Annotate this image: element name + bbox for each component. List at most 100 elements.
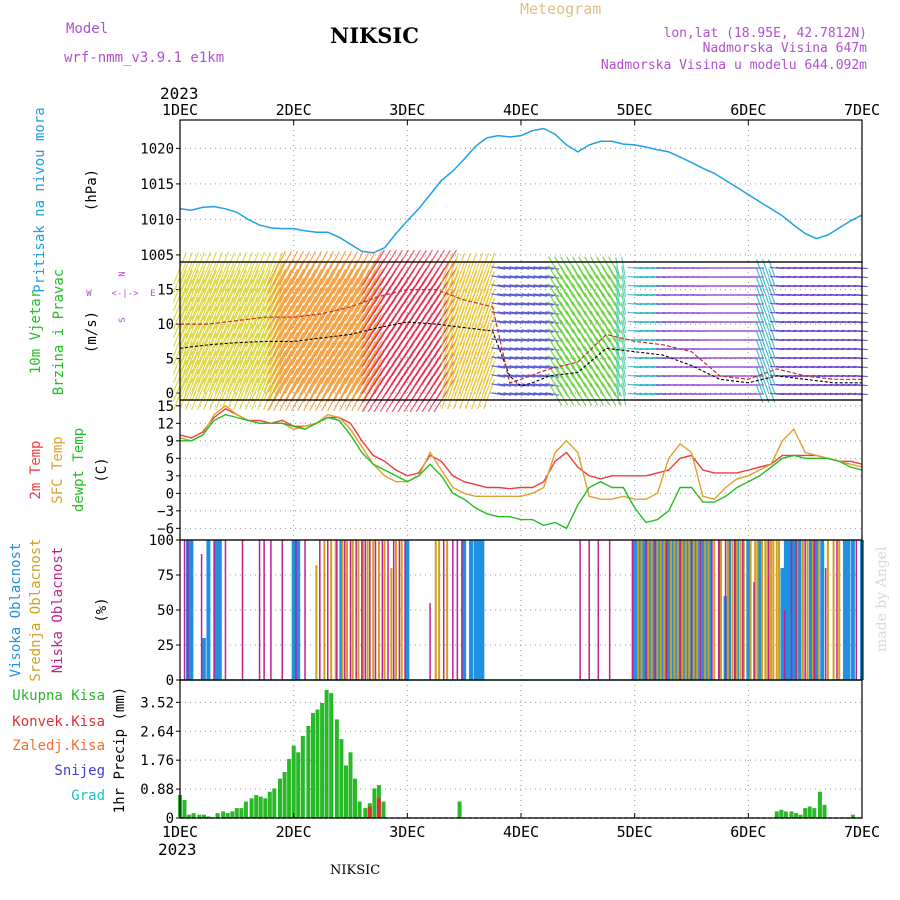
wind-barb (339, 295, 358, 331)
wind-barb (273, 277, 292, 313)
wind-barb (267, 304, 286, 340)
wind-barb (221, 350, 235, 384)
wind-barb (239, 368, 253, 402)
y-tick-label: 6 (166, 451, 174, 467)
wind-barb (447, 297, 460, 329)
wind-barb (339, 250, 358, 286)
y-tick-label: 1.76 (140, 753, 174, 769)
wind-barb (239, 323, 253, 357)
wind-barb (548, 310, 563, 334)
wind-barb (209, 251, 223, 285)
wind-barb (497, 383, 512, 387)
wind-barb (441, 279, 454, 311)
y-tick-label: 25 (157, 638, 174, 654)
wind-barb (762, 349, 770, 367)
wind-barb (441, 324, 454, 356)
wind-barb (239, 305, 253, 339)
wind-barb (509, 302, 524, 306)
wind-barb (554, 310, 569, 334)
wind-barb (509, 374, 524, 378)
wind-barb (515, 383, 530, 387)
wind-barb (459, 288, 472, 320)
wind-barb (453, 261, 466, 293)
wind-barb (215, 377, 229, 411)
wind-barb (596, 355, 611, 379)
wind-barb (459, 351, 472, 383)
wind-barb (756, 367, 764, 385)
precip-bar (187, 814, 192, 818)
wind-barb (215, 260, 229, 294)
wind-barb (515, 320, 530, 324)
wind-barb (209, 260, 223, 294)
wind-barb (560, 292, 575, 316)
wind-barb (560, 337, 575, 361)
wind-barb (251, 377, 265, 411)
wind-barb (415, 249, 439, 287)
wind-barb (471, 360, 484, 392)
wind-barb (351, 295, 370, 331)
wind-barb (560, 328, 575, 352)
wind-barb (497, 293, 512, 297)
precip-bar (372, 788, 377, 818)
wind-barb (477, 279, 490, 311)
wind-barb (566, 364, 581, 388)
wind-barb (459, 252, 472, 284)
wind-barb (303, 313, 322, 349)
wind-barb (327, 304, 346, 340)
wind-barb (321, 367, 340, 403)
wind-barb (548, 301, 563, 325)
wind-barb (527, 302, 542, 306)
wind-barb (491, 365, 506, 369)
wind-barb (245, 296, 259, 330)
compass-arrows: <-|-> (111, 289, 139, 299)
wind-barb (185, 332, 199, 366)
wind-barb (257, 269, 271, 303)
wind-barb (245, 323, 259, 357)
precip-bar (324, 689, 329, 818)
wind-barb (596, 328, 611, 352)
wind-barb (590, 283, 605, 307)
wind-barb (345, 268, 364, 304)
wind-barb (521, 284, 536, 288)
temp-line-dewpt-temp (180, 413, 863, 530)
wind-barb (853, 284, 868, 288)
precip-bar (812, 808, 817, 818)
wind-barb (291, 277, 310, 313)
wind-barb (303, 295, 322, 331)
wind-barb (239, 377, 253, 411)
y-tick-label: 5 (166, 352, 174, 368)
wind-barb (459, 324, 472, 356)
wind-barb (491, 275, 506, 279)
wind-barb (333, 268, 352, 304)
wind-barb (185, 278, 199, 312)
precip-legend-item: Ukupna Kisa (12, 688, 105, 704)
wind-barb (590, 373, 605, 397)
wind-barb (533, 356, 548, 360)
wind-barb (447, 270, 460, 302)
wind-barb (560, 355, 575, 379)
cloud-mid-label: Srednja Oblacnost (28, 538, 44, 681)
wind-barb (279, 376, 298, 412)
wind-barb (403, 249, 427, 287)
wind-barb (297, 250, 316, 286)
wind-barb (491, 284, 506, 288)
wind-barb (203, 341, 217, 375)
wind-barb (327, 259, 346, 295)
wind-barb (503, 383, 518, 387)
wind-barb (285, 286, 304, 322)
precip-bar (254, 795, 259, 818)
y-tick-label: 1005 (140, 248, 174, 264)
wind-barb (273, 259, 292, 295)
wind-barb (285, 340, 304, 376)
wind-barb (221, 332, 235, 366)
wind-barb (584, 328, 599, 352)
wind-barb (297, 358, 316, 394)
wind-barb (503, 311, 518, 315)
wind-barb (245, 359, 259, 393)
precip-bar (221, 811, 226, 818)
wind-barb (453, 279, 466, 311)
wind-barb (554, 283, 569, 307)
wind-barb (291, 331, 310, 367)
wind-barb (548, 283, 563, 307)
wind-barb (596, 319, 611, 343)
